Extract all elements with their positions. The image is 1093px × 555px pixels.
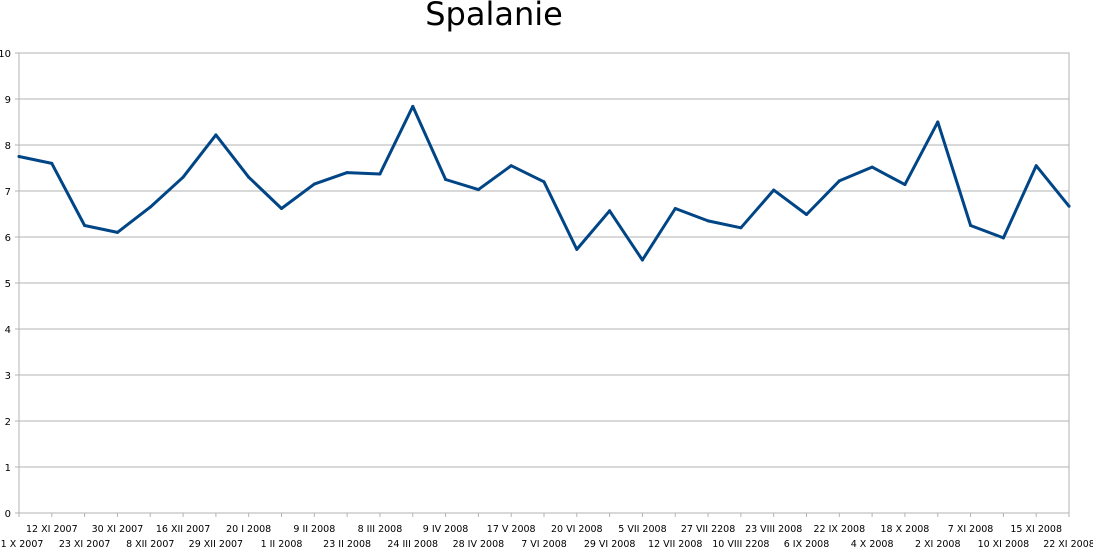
data-point bbox=[1067, 204, 1071, 208]
x-tick-label: 1 II 2008 bbox=[261, 539, 303, 550]
x-tick-label: 18 X 2008 bbox=[881, 524, 930, 535]
data-point bbox=[444, 178, 448, 181]
x-tick-label: 23 II 2008 bbox=[323, 539, 371, 550]
x-tick-label: 23 VIII 2008 bbox=[745, 524, 802, 535]
y-axis: 0 1 2 3 4 5 6 7 8 9 10 bbox=[0, 49, 19, 520]
y-tick-label: 4 bbox=[5, 325, 11, 336]
data-point bbox=[17, 155, 21, 158]
data-point bbox=[608, 209, 612, 213]
y-tick-label: 2 bbox=[5, 417, 11, 428]
data-point bbox=[83, 224, 87, 227]
y-tick-label: 3 bbox=[5, 371, 11, 382]
x-tick-label: 12 VII 2008 bbox=[648, 539, 702, 550]
data-point bbox=[1034, 164, 1038, 168]
data-point bbox=[1001, 236, 1005, 240]
data-point bbox=[673, 206, 677, 210]
x-tick-label: 9 IV 2008 bbox=[423, 524, 469, 535]
x-tick-label: 9 II 2008 bbox=[293, 524, 335, 535]
data-point bbox=[378, 172, 382, 176]
x-tick-label: 16 XII 2007 bbox=[156, 524, 210, 535]
data-point bbox=[115, 230, 119, 234]
x-tick-label: 10 XI 2008 bbox=[978, 539, 1030, 550]
data-point bbox=[312, 182, 316, 186]
x-tick-label: 20 I 2008 bbox=[226, 524, 271, 535]
x-tick-label: 12 XI 2007 bbox=[26, 524, 78, 535]
x-tick-label: 5 VII 2008 bbox=[618, 524, 666, 535]
y-tick-label: 6 bbox=[5, 233, 11, 244]
y-tick-label: 9 bbox=[5, 95, 11, 106]
data-point bbox=[772, 188, 776, 192]
data-points bbox=[17, 104, 1071, 262]
x-tick-label: 17 V 2008 bbox=[487, 524, 536, 535]
data-point bbox=[870, 165, 874, 169]
x-tick-label: 30 XI 2007 bbox=[92, 524, 144, 535]
x-tick-label: 2 XI 2008 bbox=[915, 539, 961, 550]
y-tick-label: 5 bbox=[5, 279, 11, 290]
data-point bbox=[739, 226, 743, 230]
y-tick-label: 7 bbox=[5, 187, 11, 198]
data-point bbox=[936, 120, 940, 124]
x-axis: 31 X 2007 12 XI 2007 23 XI 2007 30 XI 2007 8… bbox=[0, 513, 1093, 550]
data-point bbox=[969, 224, 973, 227]
x-tick-label: 28 IV 2008 bbox=[453, 539, 505, 550]
x-tick-label: 31 X 2007 bbox=[0, 539, 43, 550]
data-point bbox=[345, 171, 349, 175]
x-tick-label: 20 VI 2008 bbox=[551, 524, 603, 535]
x-tick-label: 10 VIII 2208 bbox=[712, 539, 769, 550]
data-point bbox=[476, 188, 480, 192]
data-point bbox=[542, 180, 546, 184]
data-point bbox=[214, 133, 218, 137]
data-point bbox=[280, 206, 283, 210]
data-point bbox=[50, 161, 54, 165]
data-point bbox=[411, 104, 415, 108]
x-tick-label: 29 VI 2008 bbox=[584, 539, 636, 550]
y-tick-label: 8 bbox=[5, 141, 11, 152]
data-point bbox=[575, 247, 579, 251]
x-tick-label: 8 XII 2007 bbox=[126, 539, 174, 550]
data-point bbox=[148, 205, 152, 209]
x-tick-label: 29 XII 2007 bbox=[189, 539, 243, 550]
data-point bbox=[805, 212, 808, 216]
data-point bbox=[247, 175, 251, 179]
x-tick-label: 24 III 2008 bbox=[387, 539, 438, 550]
chart-title: Spalanie bbox=[425, 0, 563, 33]
x-tick-label: 23 XI 2007 bbox=[59, 539, 111, 550]
x-tick-label: 27 VII 2208 bbox=[681, 524, 735, 535]
data-point bbox=[509, 164, 513, 168]
gridlines bbox=[19, 52, 1069, 514]
data-point bbox=[837, 179, 841, 183]
y-tick-label: 0 bbox=[5, 509, 11, 520]
y-tick-label: 1 bbox=[5, 463, 11, 474]
x-tick-label: 22 XI 2008 bbox=[1043, 539, 1093, 550]
data-point bbox=[706, 219, 710, 223]
x-tick-label: 22 IX 2008 bbox=[814, 524, 866, 535]
x-tick-label: 15 XI 2008 bbox=[1010, 524, 1062, 535]
x-tick-label: 6 IX 2008 bbox=[784, 539, 830, 550]
data-point bbox=[181, 175, 185, 179]
x-tick-label: 7 XI 2008 bbox=[948, 524, 994, 535]
x-tick-label: 8 III 2008 bbox=[358, 524, 403, 535]
x-tick-label: 7 VI 2008 bbox=[521, 539, 567, 550]
x-tick-label: 4 X 2008 bbox=[851, 539, 894, 550]
y-tick-label: 10 bbox=[0, 49, 11, 60]
data-point bbox=[640, 258, 644, 262]
data-point bbox=[903, 183, 907, 187]
